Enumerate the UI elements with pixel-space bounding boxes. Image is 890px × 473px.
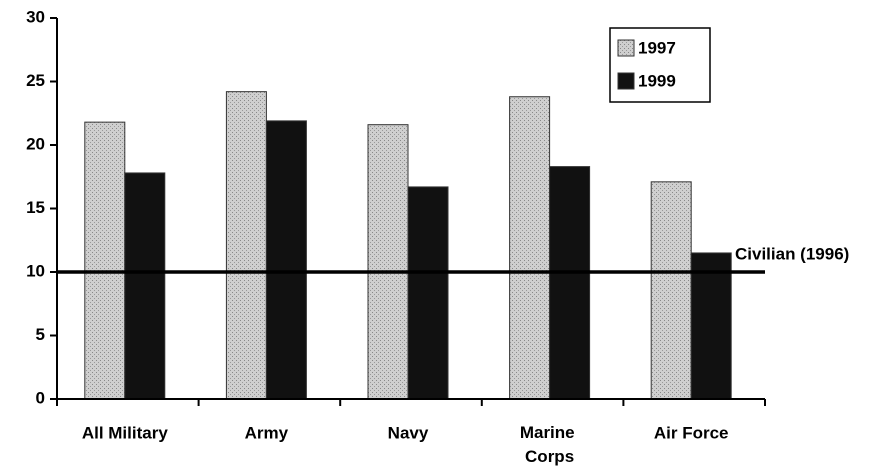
bar (367, 124, 409, 400)
y-tick-label: 25 (26, 71, 45, 90)
x-tick-label: Marine Corps (520, 423, 580, 466)
y-tick-label: 15 (26, 198, 45, 217)
legend-label: 1999 (638, 71, 676, 90)
x-tick-label: Air Force (654, 423, 729, 442)
y-tick-label: 30 (26, 7, 45, 26)
bar (265, 120, 307, 400)
bar (690, 252, 732, 400)
y-tick-label: 0 (36, 388, 45, 407)
x-tick-label: Navy (388, 423, 429, 442)
bar (509, 96, 551, 400)
legend-swatch (617, 39, 635, 57)
x-tick-label-line: Marine (520, 423, 580, 442)
y-tick-label: 10 (26, 261, 45, 280)
bar (124, 172, 166, 400)
y-tick-label: 5 (36, 325, 45, 344)
x-tick-label-line: Corps (525, 447, 574, 466)
reference-label: Civilian (1996) (735, 244, 849, 263)
bar (407, 186, 449, 400)
x-tick-label: All Military (82, 423, 169, 442)
bar (650, 181, 692, 400)
bar (549, 166, 591, 400)
x-tick-label: Army (245, 423, 289, 442)
y-tick-label: 20 (26, 134, 45, 153)
legend-label: 1997 (638, 38, 676, 57)
bar (84, 121, 126, 400)
legend-swatch (617, 72, 635, 90)
bar (225, 91, 267, 400)
